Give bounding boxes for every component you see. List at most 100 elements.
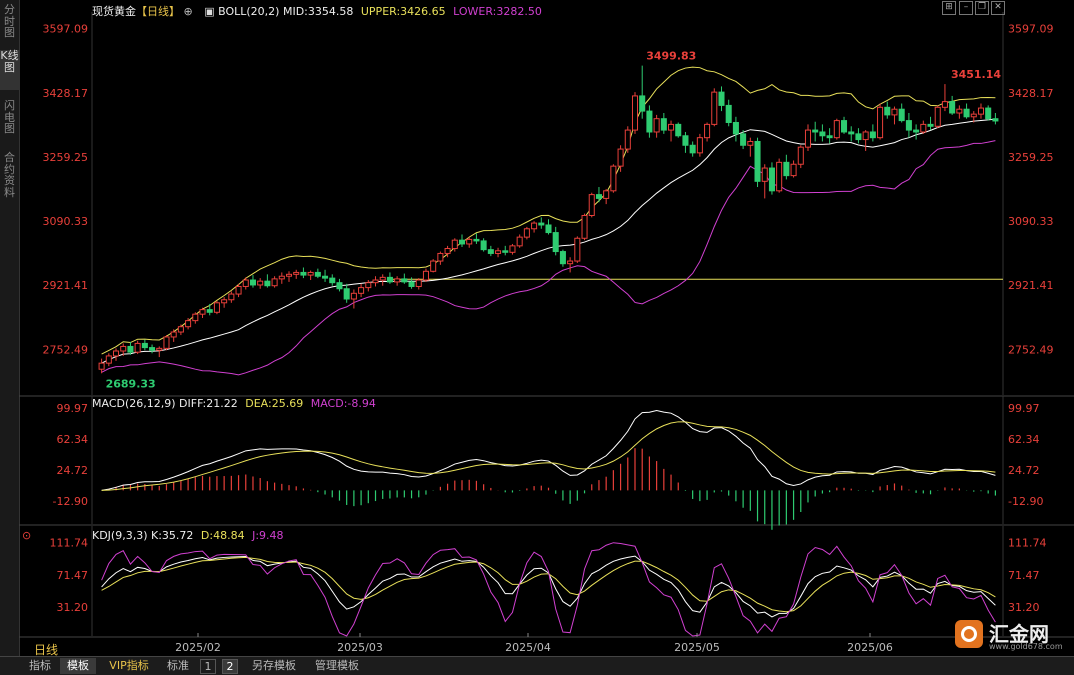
candle — [177, 324, 184, 336]
tab-indicator[interactable]: 指标 — [29, 659, 51, 672]
candle-body — [869, 131, 876, 139]
candle — [646, 105, 653, 138]
instrument-name: 现货黄金 — [92, 5, 136, 18]
candle — [451, 238, 458, 252]
sidebar-item-timeshare[interactable]: 分时图 — [4, 3, 15, 39]
candle — [891, 106, 898, 125]
candle-body — [336, 282, 343, 290]
boll-lower: LOWER:3282.50 — [453, 5, 542, 18]
price-axis-label-right: 2752.49 — [1008, 343, 1054, 356]
candle — [509, 243, 516, 255]
chart-layout-icon[interactable]: ⊞ — [942, 1, 956, 15]
candle — [920, 120, 927, 134]
price-axis-label-right: 3090.33 — [1008, 215, 1054, 228]
candle — [206, 303, 213, 316]
tab-standard[interactable]: 标准 — [167, 659, 189, 672]
sidebar-item-flash[interactable]: 闪电图 — [4, 99, 15, 135]
candle-body — [300, 271, 307, 276]
candle — [783, 154, 790, 180]
candle-body — [545, 224, 552, 234]
candle-body — [682, 135, 689, 146]
candle — [444, 245, 451, 258]
chart-canvas[interactable]: 3499.83 3451.14 2689.33 3597.09 3597.09 3428… — [0, 0, 1074, 656]
candle — [278, 272, 285, 284]
boll-toggle-icon[interactable]: ▣ — [204, 5, 215, 18]
candle — [718, 86, 725, 112]
candle-body — [105, 355, 112, 364]
candle-body — [350, 292, 357, 300]
minimize-icon[interactable]: – — [959, 1, 973, 15]
kdj-d: D:48.84 — [200, 529, 245, 542]
kdj-settings-icon[interactable]: ⊙ — [22, 529, 32, 542]
candle — [574, 236, 581, 263]
manage-template-button[interactable]: 管理模板 — [315, 659, 359, 672]
macd-value: MACD:-8.94 — [310, 397, 376, 410]
date-axis-label: 2025/06 — [847, 641, 893, 654]
tab-vip-indicator[interactable]: VIP指标 — [109, 659, 149, 672]
candle — [696, 133, 703, 157]
tab-template[interactable]: 模板 — [60, 658, 96, 674]
restore-icon[interactable]: ❐ — [975, 1, 989, 15]
candle — [415, 278, 422, 290]
macd-label: MACD(26,12,9) — [92, 397, 176, 410]
macd-axis-label-left: -12.90 — [53, 495, 88, 508]
boll-upper: UPPER:3426.65 — [360, 5, 446, 18]
boll-lower-line — [101, 140, 996, 376]
logo-text: 汇金网 — [989, 622, 1049, 646]
candle-body — [358, 287, 365, 294]
macd-header: MACD(26,12,9) DIFF:21.22 DEA:25.69 MACD:… — [92, 397, 376, 410]
kdj-header: KDJ(9,3,3) K:35.72 D:48.84 J:9.48 — [92, 529, 284, 542]
candle — [884, 101, 891, 119]
tab-page-1[interactable]: 1 — [200, 659, 216, 674]
candle — [293, 269, 300, 279]
sidebar-item-contract[interactable]: 合约资料 — [4, 151, 15, 199]
save-template-button[interactable]: 另存模板 — [252, 659, 296, 672]
candle-body — [199, 309, 206, 315]
candle-body — [747, 140, 754, 146]
candle-body — [523, 228, 530, 238]
candle — [466, 237, 473, 248]
candle — [869, 124, 876, 142]
candle-body — [956, 108, 963, 114]
candle — [768, 162, 775, 195]
macd-axis-label-right: 99.97 — [1008, 402, 1040, 415]
candle — [141, 339, 148, 351]
candle-body — [841, 120, 848, 133]
candle — [603, 188, 610, 205]
logo-mark-icon — [955, 620, 983, 648]
candle-body — [206, 309, 213, 313]
candle — [372, 276, 379, 287]
candle-body — [718, 91, 725, 106]
kdj-k-line — [101, 555, 996, 618]
candle — [192, 312, 199, 324]
settings-icon[interactable]: ⊕ — [183, 5, 193, 18]
candle — [379, 274, 386, 286]
kdj-axis-label-right: 111.74 — [1008, 537, 1047, 550]
price-axis-label-left: 3597.09 — [43, 23, 89, 36]
candle-body — [278, 275, 285, 280]
candle-body — [322, 275, 329, 279]
macd-diff: DIFF:21.22 — [179, 397, 238, 410]
candle — [927, 116, 934, 131]
candle-body — [379, 276, 386, 281]
close-icon[interactable]: ✕ — [991, 1, 1005, 15]
candle-body — [711, 91, 718, 125]
candle-body — [905, 120, 912, 131]
candle — [480, 238, 487, 252]
sidebar-item-kline[interactable]: K线图 — [0, 50, 19, 90]
candle-body — [689, 144, 696, 154]
candle — [134, 340, 141, 355]
period-label[interactable]: 日线 — [34, 643, 59, 657]
candle-body — [134, 342, 141, 353]
candle — [595, 187, 602, 203]
tab-page-2[interactable]: 2 — [222, 659, 238, 674]
candle-body — [422, 270, 429, 281]
candle — [913, 124, 920, 140]
boll-mid: MID:3354.58 — [282, 5, 354, 18]
price-axis-label-right: 3597.09 — [1008, 23, 1054, 36]
candle-body — [221, 299, 228, 304]
candle-body — [696, 137, 703, 154]
candle-body — [307, 271, 314, 276]
candle-body — [574, 237, 581, 262]
candle-body — [156, 347, 163, 351]
